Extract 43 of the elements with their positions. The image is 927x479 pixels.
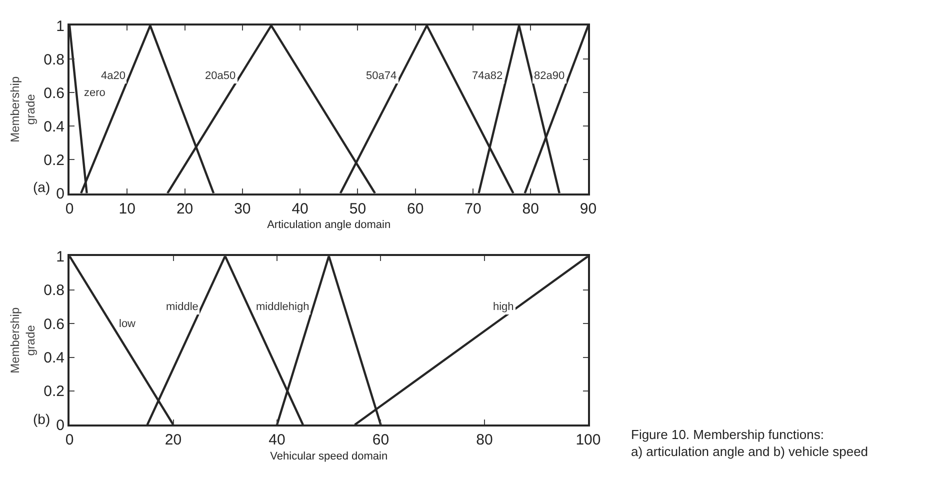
- x-tick-label: 20: [176, 200, 194, 218]
- x-tick-label: 80: [522, 200, 539, 218]
- text: (a): [33, 179, 50, 195]
- y-tick-label: 0.6: [44, 316, 65, 333]
- x-tick-label: 90: [580, 200, 597, 218]
- x-axis-title: Articulation angle domain: [267, 218, 391, 231]
- x-tick-label: 40: [268, 432, 286, 449]
- y-tick-label: 0.2: [44, 152, 65, 169]
- y-axis-title: Membership grade: [8, 76, 38, 142]
- x-tick-label: 10: [118, 200, 136, 218]
- y-tick-label: 0.8: [44, 282, 65, 300]
- x-tick-label: 30: [234, 200, 251, 218]
- x-tick-label: 60: [372, 432, 390, 449]
- y-tick-label: 0.6: [44, 84, 65, 102]
- x-tick-label: 70: [464, 200, 482, 218]
- series-label: middle: [166, 301, 198, 313]
- y-tick-label: 1: [56, 248, 65, 266]
- series-label: 4a20: [101, 70, 126, 82]
- x-tick-label: 60: [406, 200, 424, 218]
- y-tick-label: 0: [56, 186, 65, 203]
- x-tick-label: 50: [349, 200, 366, 218]
- y-tick-label: 0.2: [44, 383, 65, 400]
- y-tick-label: 0.8: [44, 51, 65, 68]
- series-label: 82a90: [534, 70, 565, 82]
- caption: Figure 10. Membership functions: a) articulation angle and b) vehicle speed: [631, 427, 868, 459]
- series-label: 74a82: [472, 70, 503, 82]
- x-tick-label: 100: [576, 432, 601, 449]
- series-label: zero: [84, 87, 106, 99]
- series-label: 20a50: [205, 70, 236, 82]
- y-axis-title: Membership grade: [8, 307, 38, 374]
- series-label: middlehigh: [256, 301, 310, 313]
- series-label: 50a74: [366, 70, 397, 82]
- x-axis-title: Vehicular speed domain: [270, 450, 388, 462]
- y-tick-label: 0: [56, 416, 65, 434]
- y-tick-label: 1: [56, 18, 65, 35]
- series-label: low: [119, 318, 136, 330]
- y-tick-label: 0.4: [44, 118, 65, 136]
- x-tick-label: 80: [476, 432, 493, 449]
- x-tick-label: 20: [164, 432, 182, 449]
- series-label: high: [493, 301, 514, 313]
- y-tick-label: 0.4: [44, 350, 65, 367]
- text: (b): [33, 411, 50, 427]
- x-tick-label: 40: [292, 200, 308, 218]
